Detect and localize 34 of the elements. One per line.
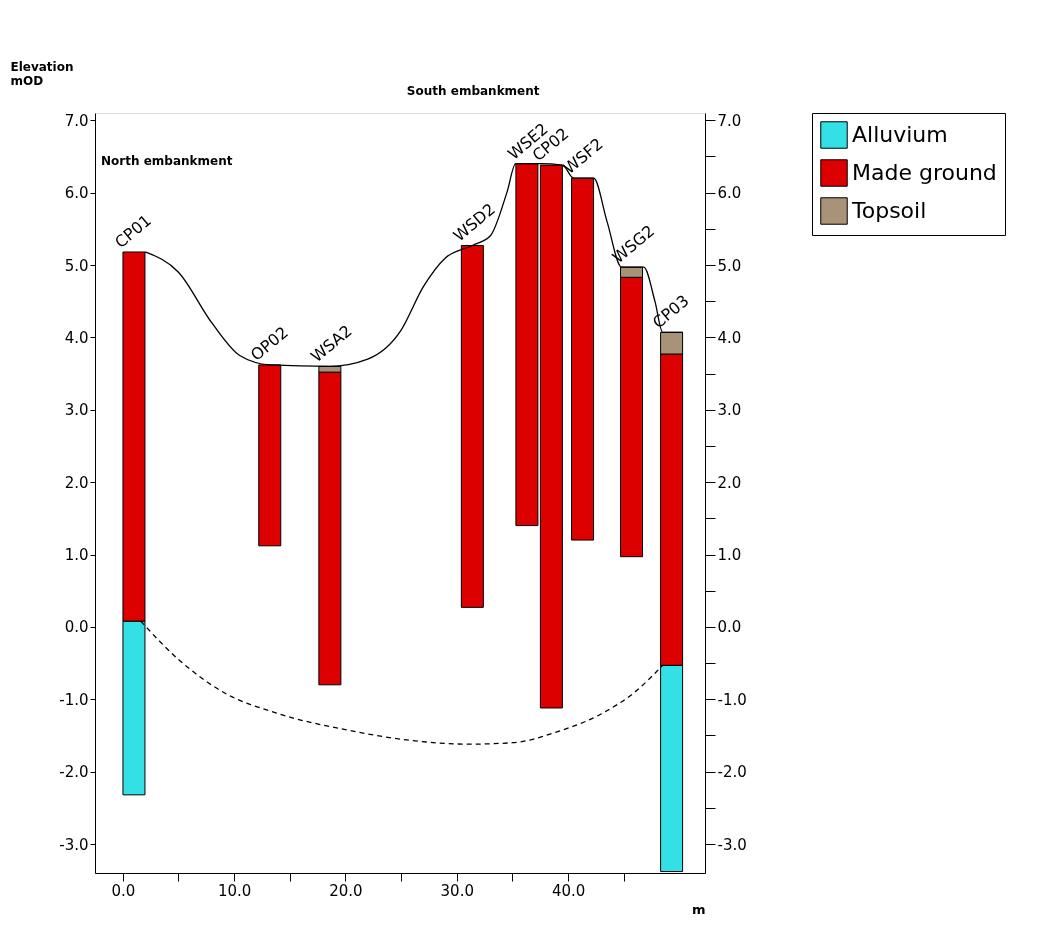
- legend-label: Made ground: [852, 160, 997, 185]
- y-tick-label: 3.0: [64, 401, 89, 420]
- y2-tick-label: 1.0: [717, 546, 742, 565]
- y-tick-label: -2.0: [59, 763, 89, 782]
- legend-label: Alluvium: [852, 122, 948, 147]
- y-tick-label: 1.0: [64, 546, 89, 565]
- text: South embankment: [406, 84, 540, 98]
- y2-tick-label: 2.0: [717, 473, 742, 492]
- y-tick-label: 4.0: [64, 328, 89, 347]
- y2-tick-label: 4.0: [717, 328, 742, 347]
- x-tick-label: 40.0: [551, 881, 586, 900]
- x-axis-title: m: [691, 901, 706, 917]
- x-tick-label: 10.0: [217, 881, 252, 900]
- x-tick-label: 0.0: [111, 881, 136, 900]
- y-tick-label: 5.0: [64, 256, 89, 275]
- x-tick-label: 30.0: [440, 881, 474, 900]
- y-tick-label: 6.0: [64, 184, 89, 203]
- y2-tick-label: 6.0: [717, 184, 742, 203]
- y2-tick-label: -1.0: [717, 690, 747, 709]
- legend-label: Topsoil: [851, 198, 927, 223]
- y2-tick-label: 3.0: [717, 401, 742, 420]
- y-tick-label: 0.0: [64, 618, 89, 637]
- y2-tick-label: -3.0: [717, 835, 747, 854]
- y-axis-title: Elevation mOD: [10, 59, 74, 88]
- y-tick-label: -1.0: [59, 690, 89, 709]
- x-tick-label: 20.0: [329, 881, 363, 900]
- y2-tick-label: 5.0: [717, 256, 742, 275]
- y2-tick-label: 0.0: [717, 618, 742, 637]
- y2-tick-label: 7.0: [717, 111, 742, 130]
- y2-tick-label: -2.0: [717, 763, 747, 782]
- y-tick-label: 2.0: [64, 473, 89, 492]
- y-tick-label: 7.0: [64, 111, 89, 130]
- annotation: North embankment: [101, 154, 233, 168]
- y-tick-label: -3.0: [59, 835, 89, 854]
